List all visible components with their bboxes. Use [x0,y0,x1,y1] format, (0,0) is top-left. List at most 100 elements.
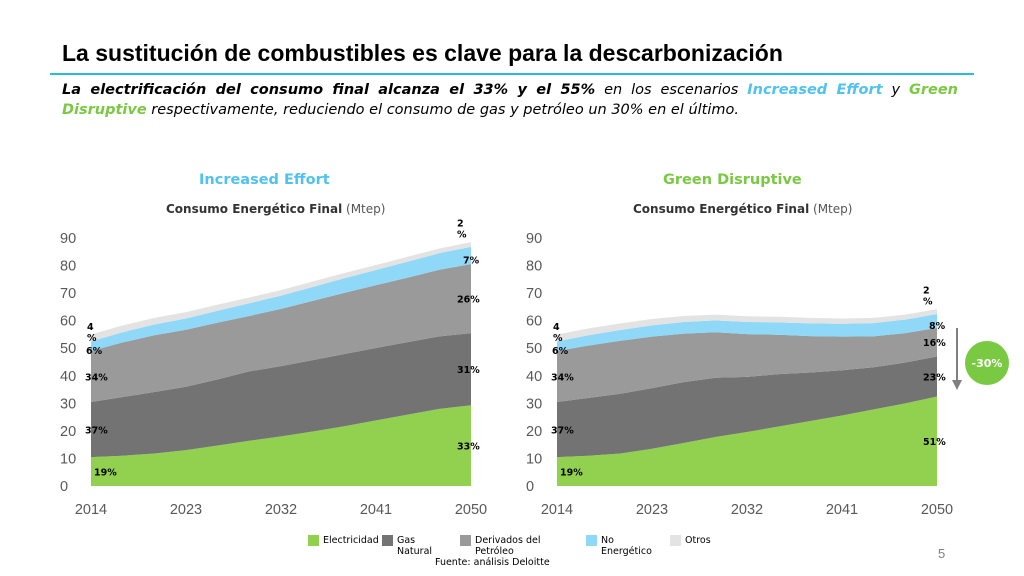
area-electricidad [91,405,471,486]
data-label-otros-end: 2% [923,286,933,308]
chart-heading-increased-effort: Increased Effort [199,172,330,188]
x-tick-label: 2014 [75,502,107,518]
area-otros [557,309,937,342]
page-number: 5 [938,546,946,561]
area-gas-natural [557,356,937,458]
y-tick-label: 60 [526,314,542,330]
subtitle-text-1: en los escenarios [595,82,748,98]
data-label-line: 19% [560,468,583,479]
data-label-line: 37% [85,426,108,437]
x-tick-label: 2050 [921,502,953,518]
legend-swatch-derivados [460,535,471,546]
data-label-electricidad-end: 51% [923,437,946,448]
subtitle-text-3: respectivamente, reduciendo el consumo d… [146,102,739,118]
data-label-no-energetico-end: 7% [463,255,480,266]
data-label-no-energetico-start: 6% [86,346,103,357]
data-label-electricidad-start: 19% [94,468,117,479]
data-label-otros-start: 4% [553,322,563,344]
legend-item-derivados: Derivados del Petróleo [460,535,555,557]
y-tick-label: 0 [526,479,534,495]
legend-swatch-no-energetico [586,535,597,546]
data-label-line: 23% [923,372,946,383]
y-tick-label: 30 [60,396,76,412]
title-divider [50,73,974,75]
data-label-line: 6% [552,346,569,357]
area-no-energetico [91,246,471,351]
slide-subtitle: La electrificación del consumo final alc… [62,80,958,120]
data-label-line: 7% [463,255,480,266]
area-derivados-del-petroleo [91,264,471,402]
subtitle-scenario-green: Green Disruptive [62,82,958,118]
chart-unit-left: (Mtep) [346,202,386,216]
subtitle-emphasis: La electrificación del consumo final alc… [62,82,596,98]
chart-heading-green-disruptive: Green Disruptive [663,172,802,188]
data-label-no-energetico-start: 6% [552,346,569,357]
data-label-line: 37% [551,426,574,437]
data-label-line: % [87,333,97,344]
area-electricidad [557,396,937,486]
legend-swatch-electricidad [308,535,319,546]
data-label-derivados-del-petroleo-end: 26% [457,295,480,306]
x-tick-label: 2032 [265,502,297,518]
data-label-gas-natural-start: 37% [85,426,108,437]
legend-swatch-otros [670,535,681,546]
data-label-derivados-del-petroleo-end: 16% [923,338,946,349]
data-label-electricidad-start: 19% [560,468,583,479]
slide-title: La sustitución de combustibles es clave … [62,40,783,66]
legend-label-derivados: Derivados del Petróleo [475,535,541,557]
data-label-gas-natural-start: 37% [551,426,574,437]
data-label-electricidad-end: 33% [457,442,480,453]
y-tick-label: 20 [526,424,542,440]
chart-subtitle-left: Consumo Energético Final (Mtep) [166,202,385,216]
y-tick-label: 0 [60,479,68,495]
data-label-line: 19% [94,468,117,479]
chart-title-right: Consumo Energético Final [633,202,810,216]
y-tick-label: 50 [526,341,542,357]
y-tick-label: 80 [60,259,76,275]
data-label-derivados-del-petroleo-start: 34% [85,372,108,383]
chart-title-left: Consumo Energético Final [166,202,343,216]
legend-swatch-gas-natural [382,535,393,546]
y-tick-label: 10 [60,451,76,467]
legend-item-electricidad: Electricidad [308,535,379,546]
area-gas-natural [91,333,471,458]
x-tick-label: 2050 [455,502,487,518]
y-tick-label: 50 [60,341,76,357]
area-no-energetico [557,314,937,351]
legend-label-otros: Otros [685,535,711,546]
data-label-otros-start: 4% [87,322,97,344]
reduction-badge: -30% [965,341,1009,385]
data-label-line: 34% [551,372,574,383]
data-label-line: % [457,229,467,240]
data-label-line: 4 [87,322,94,333]
y-tick-label: 40 [526,369,542,385]
chart-subtitle-right: Consumo Energético Final (Mtep) [633,202,852,216]
data-label-derivados-del-petroleo-start: 34% [551,372,574,383]
data-label-line: 26% [457,295,480,306]
data-label-gas-natural-end: 31% [457,365,480,376]
x-tick-label: 2023 [170,502,202,518]
y-tick-label: 20 [60,424,76,440]
chart-increased-effort: 0 10 20 30 40 50 60 70 80 90 2014 2023 2032 2041 2050 1… [60,218,487,518]
data-label-line: 33% [457,442,480,453]
data-label-line: % [923,297,933,308]
x-tick-label: 2041 [826,502,858,518]
data-label-line: 4 [553,322,560,333]
chart-unit-right: (Mtep) [813,202,853,216]
y-tick-label: 70 [60,286,76,302]
legend-item-otros: Otros [670,535,711,546]
y-tick-label: 90 [60,231,76,247]
legend-label-no-energetico: No Energético [601,535,652,557]
data-label-line: 2 [923,286,930,297]
area-otros [91,242,471,342]
data-label-line: 6% [86,346,103,357]
data-label-no-energetico-end: 8% [929,321,946,332]
legend-item-gas-natural: Gas Natural [382,535,432,557]
x-tick-label: 2023 [636,502,668,518]
y-tick-label: 70 [526,286,542,302]
y-tick-label: 60 [60,314,76,330]
data-label-line: 16% [923,338,946,349]
legend-label-electricidad: Electricidad [323,535,379,546]
chart-green-disruptive: 0 10 20 30 40 50 60 70 80 90 2014 2023 2032 2041 2050 1… [526,231,953,518]
y-tick-label: 80 [526,259,542,275]
